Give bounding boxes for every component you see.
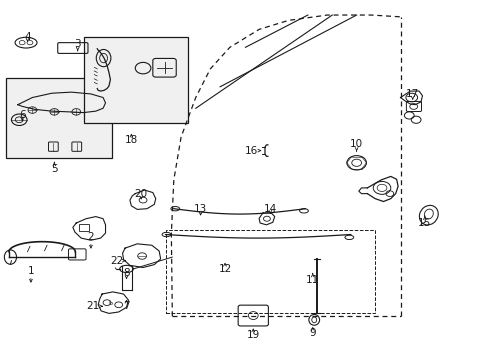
Text: 15: 15 — [417, 218, 430, 228]
Text: 17: 17 — [405, 89, 419, 99]
Text: 2: 2 — [87, 232, 94, 242]
Bar — [83, 37, 188, 123]
Text: 10: 10 — [349, 139, 363, 149]
Text: 13: 13 — [194, 204, 207, 215]
Text: 4: 4 — [24, 32, 31, 41]
Text: 11: 11 — [305, 275, 319, 285]
Text: 12: 12 — [218, 264, 231, 274]
Text: 18: 18 — [124, 135, 138, 145]
Text: 3: 3 — [74, 39, 81, 49]
Text: 1: 1 — [27, 266, 34, 276]
Text: 19: 19 — [246, 330, 259, 340]
Text: 22: 22 — [110, 256, 123, 266]
Text: 8: 8 — [123, 268, 129, 278]
Text: 16: 16 — [244, 145, 258, 156]
Text: 21: 21 — [86, 301, 100, 311]
Text: 20: 20 — [134, 189, 147, 199]
Text: 7: 7 — [123, 301, 129, 311]
Bar — [165, 230, 374, 314]
Text: 14: 14 — [263, 204, 276, 214]
Text: 5: 5 — [51, 164, 58, 174]
Text: b: b — [108, 301, 112, 306]
Bar — [5, 78, 112, 158]
Text: 6: 6 — [19, 111, 25, 121]
Text: 9: 9 — [309, 328, 315, 338]
